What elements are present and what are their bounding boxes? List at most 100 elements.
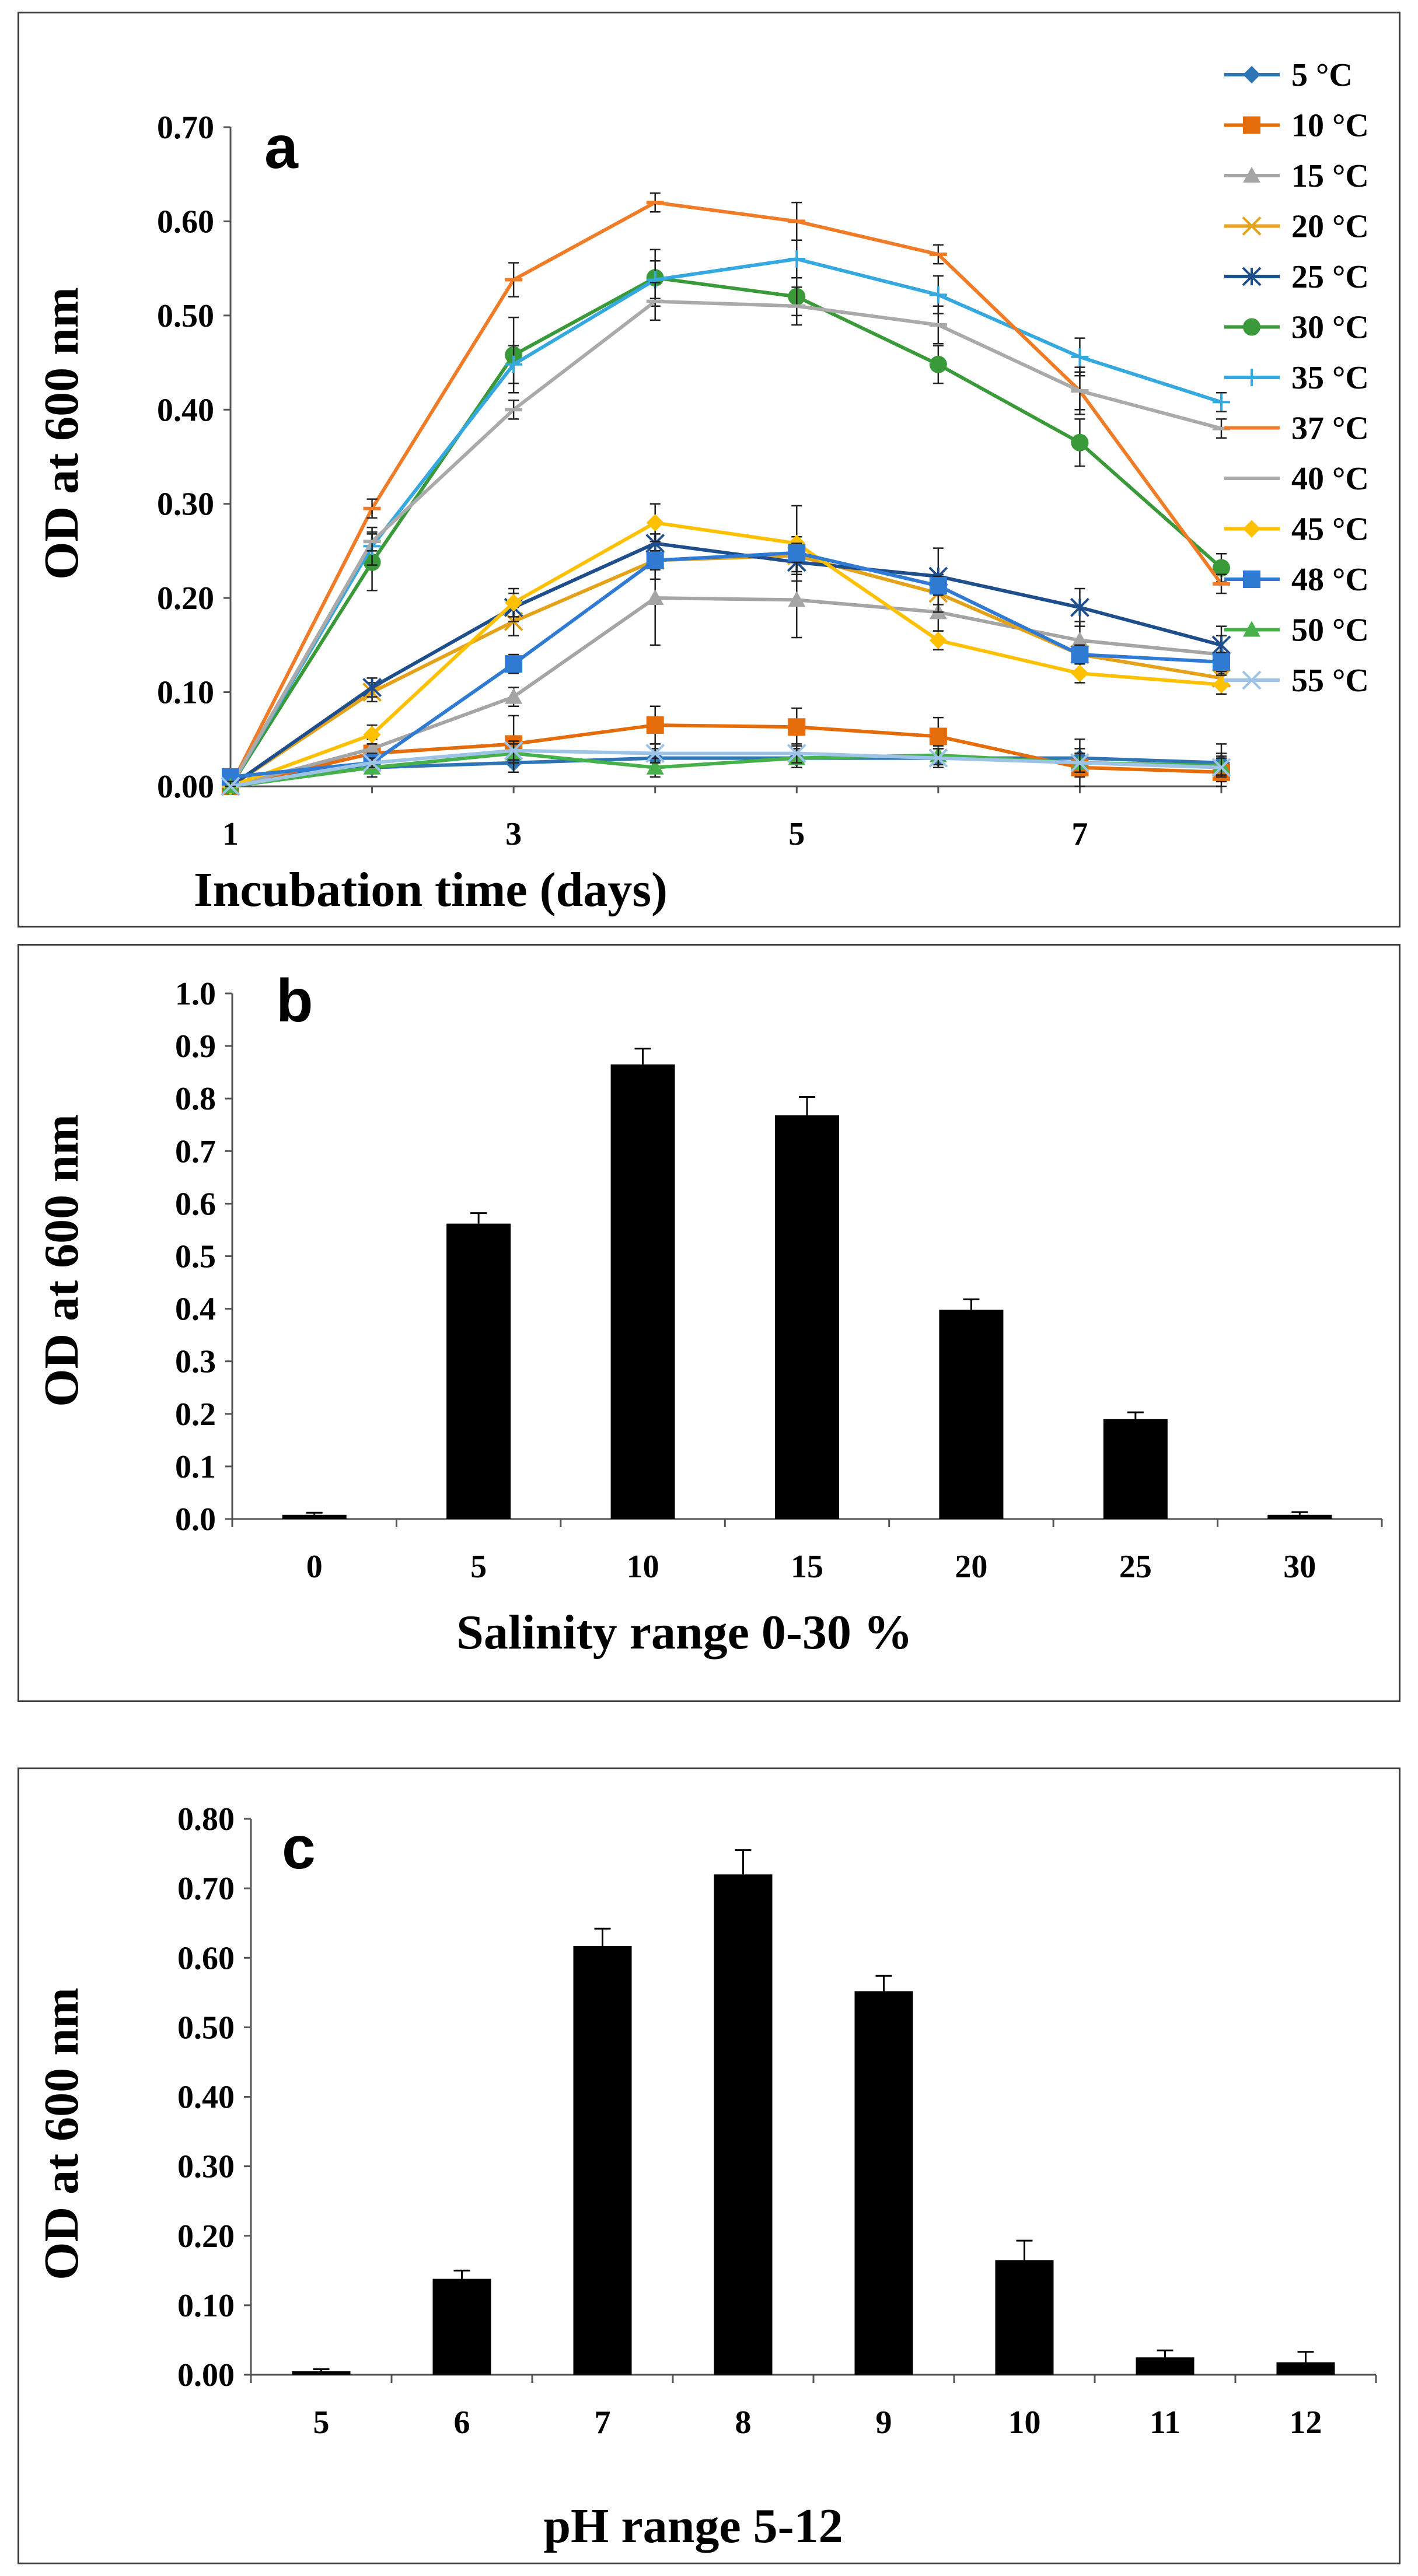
y-tick-label: 0.20 (157, 580, 214, 617)
error-bar (1157, 2349, 1173, 2358)
bar-9 (854, 1991, 913, 2375)
y-tick-label: 0.40 (157, 392, 214, 428)
x-tick-label: 6 (454, 2404, 470, 2441)
x-tick-label: 3 (505, 816, 522, 852)
error-bar (1016, 2239, 1033, 2260)
y-tick-label: 1.0 (175, 976, 216, 1012)
y-tick-label: 0.5 (175, 1239, 216, 1275)
panel-letter-c: c (282, 1814, 316, 1882)
marker-triangle (788, 591, 806, 607)
x-axis-title: pH range 5-12 (543, 2499, 843, 2553)
series-line (229, 257, 1222, 788)
y-tick-label: 0.80 (177, 1801, 235, 1838)
x-tick-label: 25 (1119, 1549, 1152, 1585)
panel-c-ph-chart: c pH range 5-12 OD at 600 nm 0.00 0.10 0.2… (18, 1768, 1400, 2564)
marker-diamond (1243, 520, 1260, 538)
marker-square (1243, 116, 1260, 134)
bar-30 (1267, 1514, 1332, 1519)
bar-20 (939, 1310, 1004, 1519)
legend-entry: 48 °C (1224, 562, 1369, 598)
marker-circle (1213, 559, 1230, 577)
panel-b-salinity-chart: b Salinity range 0-30 % OD at 600 nm 0.0… (18, 944, 1400, 1702)
y-tick-label: 0.00 (177, 2357, 235, 2393)
error-bar (1297, 2351, 1314, 2362)
marker-diamond (1071, 664, 1089, 682)
legend-entry: 10 °C (1224, 108, 1369, 144)
legend-entry: 45 °C (1224, 512, 1369, 548)
error-bar (306, 1511, 323, 1515)
x-tick-label: 8 (735, 2404, 752, 2441)
bar-11 (1136, 2357, 1195, 2375)
error-bar (634, 1048, 651, 1065)
series-line (230, 551, 1222, 779)
legend-entry: 5 °C (1224, 57, 1353, 93)
series-48-c (222, 542, 1230, 786)
series-line (229, 520, 1222, 788)
marker-square (1071, 646, 1089, 663)
marker-x (1242, 216, 1262, 236)
y-tick-label: 0.70 (177, 1871, 235, 1907)
y-tick-label: 0.30 (157, 487, 214, 523)
marker-x (504, 741, 523, 761)
legend-entry: 55 °C (1224, 663, 1369, 699)
marker-circle (1243, 318, 1260, 336)
legend-label: 50 °C (1291, 612, 1369, 649)
marker-diamond (646, 514, 664, 531)
y-tick-label: 0.7 (175, 1133, 216, 1170)
marker-triangle (505, 688, 523, 704)
x-tick-label: 11 (1150, 2404, 1180, 2441)
y-tick-label: 0.70 (157, 110, 214, 146)
series-30-c (222, 249, 1230, 795)
error-bar (313, 2368, 330, 2372)
marker-x (1242, 670, 1262, 690)
marker-square (788, 544, 806, 562)
panel-letter-b: b (276, 967, 313, 1035)
series-line (229, 201, 1223, 788)
marker-triangle (646, 589, 664, 606)
y-tick-label: 0.3 (175, 1344, 216, 1380)
y-tick-label: 0.10 (157, 675, 214, 711)
temperature-line-chart: a Incubation time (days) OD at 600 nm 0.… (34, 57, 1369, 917)
legend-label: 35 °C (1291, 360, 1369, 396)
y-tick-label: 0.40 (177, 2080, 235, 2116)
marker-x (645, 744, 665, 763)
error-bar (453, 2269, 470, 2279)
marker-x (787, 744, 806, 763)
x-axis-title: Salinity range 0-30 % (456, 1605, 913, 1660)
y-tick-label: 0.2 (175, 1396, 216, 1433)
marker-square (646, 716, 664, 734)
marker-circle (929, 355, 947, 373)
legend-label: 55 °C (1291, 663, 1369, 699)
marker-plus (929, 286, 947, 304)
marker-triangle (1071, 631, 1089, 648)
x-tick-label: 5 (788, 816, 805, 852)
series-line (230, 748, 1222, 788)
legend-entry: 35 °C (1224, 360, 1369, 396)
y-tick-label: 0.20 (177, 2218, 235, 2255)
error-bar (594, 1927, 611, 1946)
marker-star (362, 678, 382, 697)
y-axis-title: OD at 600 nm (34, 1987, 89, 2280)
legend-label: 10 °C (1291, 108, 1369, 144)
legend-label: 5 °C (1291, 57, 1353, 93)
marker-diamond (363, 726, 381, 744)
panel-letter-a: a (264, 114, 299, 181)
y-tick-label: 0.60 (177, 1940, 235, 1976)
legend-label: 37 °C (1291, 411, 1369, 447)
error-bar (470, 1212, 487, 1224)
error-bar (963, 1298, 980, 1310)
error-bar (875, 1975, 892, 1992)
bar-5 (446, 1223, 511, 1519)
bar-10 (610, 1064, 675, 1519)
series-40-c (222, 282, 1230, 788)
bar-8 (714, 1874, 773, 2375)
y-tick-label: 0.00 (157, 769, 214, 805)
salinity-bar-chart: b Salinity range 0-30 % OD at 600 nm 0.0… (34, 967, 1383, 1660)
y-tick-label: 0.10 (177, 2288, 235, 2324)
legend-entry: 25 °C (1224, 259, 1369, 295)
x-tick-label: 30 (1283, 1549, 1316, 1585)
legend-entry: 15 °C (1224, 158, 1369, 194)
marker-diamond (929, 631, 947, 649)
marker-square (505, 655, 523, 673)
y-tick-label: 0.4 (175, 1292, 216, 1328)
